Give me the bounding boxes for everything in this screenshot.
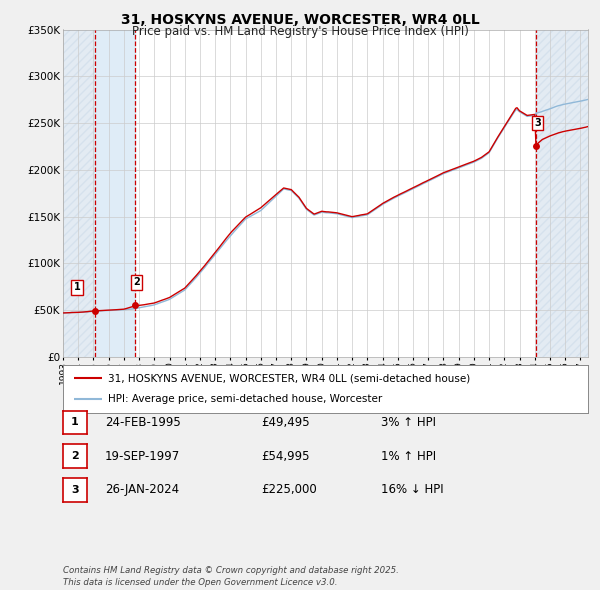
Text: 1: 1 bbox=[74, 282, 80, 292]
Text: 31, HOSKYNS AVENUE, WORCESTER, WR4 0LL: 31, HOSKYNS AVENUE, WORCESTER, WR4 0LL bbox=[121, 13, 479, 27]
Text: £54,995: £54,995 bbox=[261, 450, 310, 463]
Text: Price paid vs. HM Land Registry's House Price Index (HPI): Price paid vs. HM Land Registry's House … bbox=[131, 25, 469, 38]
Text: 3: 3 bbox=[534, 118, 541, 128]
Text: 1% ↑ HPI: 1% ↑ HPI bbox=[381, 450, 436, 463]
Text: 2: 2 bbox=[71, 451, 79, 461]
Text: £49,495: £49,495 bbox=[261, 416, 310, 429]
Text: 16% ↓ HPI: 16% ↓ HPI bbox=[381, 483, 443, 496]
Text: 31, HOSKYNS AVENUE, WORCESTER, WR4 0LL (semi-detached house): 31, HOSKYNS AVENUE, WORCESTER, WR4 0LL (… bbox=[107, 373, 470, 383]
Text: Contains HM Land Registry data © Crown copyright and database right 2025.
This d: Contains HM Land Registry data © Crown c… bbox=[63, 566, 399, 587]
Text: 26-JAN-2024: 26-JAN-2024 bbox=[105, 483, 179, 496]
Text: 19-SEP-1997: 19-SEP-1997 bbox=[105, 450, 180, 463]
Text: 2: 2 bbox=[133, 277, 140, 287]
Bar bbox=[536, 30, 588, 357]
Text: £225,000: £225,000 bbox=[261, 483, 317, 496]
Text: 3% ↑ HPI: 3% ↑ HPI bbox=[381, 416, 436, 429]
Text: 1: 1 bbox=[71, 418, 79, 427]
Text: 3: 3 bbox=[71, 485, 79, 494]
Bar bbox=[63, 30, 95, 357]
Bar bbox=[95, 30, 135, 357]
Text: HPI: Average price, semi-detached house, Worcester: HPI: Average price, semi-detached house,… bbox=[107, 395, 382, 405]
Text: 24-FEB-1995: 24-FEB-1995 bbox=[105, 416, 181, 429]
